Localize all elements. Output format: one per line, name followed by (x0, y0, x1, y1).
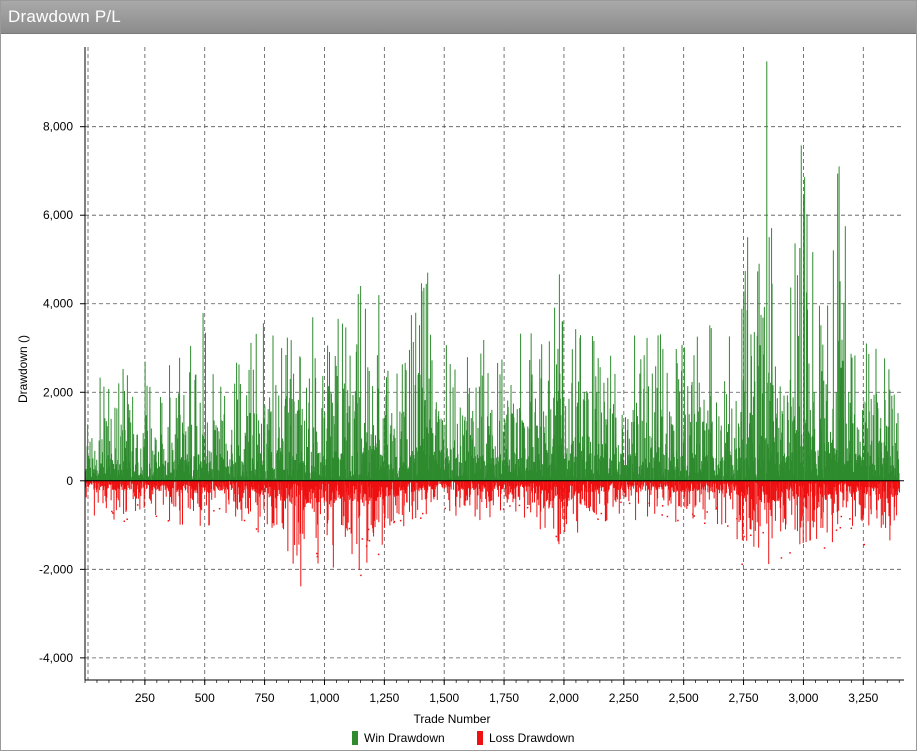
loss-drawdown-point (126, 518, 128, 521)
loss-drawdown-point (377, 553, 380, 556)
loss-drawdown-point (243, 519, 246, 522)
loss-drawdown-point (348, 527, 351, 530)
y-tick-label: -2,000 (39, 562, 73, 576)
legend-item-win[interactable]: Win Drawdown (352, 731, 445, 745)
loss-drawdown-point (789, 552, 791, 554)
loss-drawdown-point (727, 525, 729, 527)
loss-drawdown-point (840, 515, 843, 518)
y-axis-title: Drawdown () (16, 335, 30, 403)
legend-label-loss: Loss Drawdown (489, 731, 574, 745)
loss-drawdown-point (316, 555, 319, 558)
grid-lines (85, 47, 904, 680)
loss-drawdown-point (112, 512, 114, 514)
legend-swatch-win (352, 731, 358, 745)
loss-drawdown-point (750, 534, 752, 537)
loss-drawdown-point (762, 531, 764, 534)
loss-drawdown-point (213, 510, 215, 512)
x-tick-label: 2,500 (669, 691, 699, 705)
x-tick-label: 250 (135, 691, 155, 705)
loss-drawdown-point (741, 563, 743, 566)
y-tick-label: 6,000 (43, 208, 73, 222)
loss-drawdown-point (600, 512, 603, 515)
loss-drawdown-point (393, 521, 395, 524)
loss-drawdown-point (628, 502, 631, 505)
x-tick-label: 2,000 (549, 691, 579, 705)
loss-drawdown-point (255, 528, 258, 530)
loss-drawdown-point (716, 507, 718, 509)
loss-drawdown-point (839, 526, 842, 529)
loss-drawdown-point (661, 505, 664, 507)
loss-drawdown-point (526, 506, 529, 509)
loss-drawdown-point (155, 515, 158, 518)
y-tick-label: 2,000 (43, 385, 73, 399)
loss-drawdown-point (360, 574, 362, 577)
loss-drawdown-point (136, 504, 139, 506)
x-tick-label: 500 (195, 691, 215, 705)
loss-drawdown-point (367, 528, 370, 531)
x-axis-title: Trade Number (414, 712, 491, 726)
loss-drawdown-point (597, 518, 599, 520)
x-tick-label: 750 (255, 691, 275, 705)
loss-drawdown-point (123, 520, 126, 523)
loss-drawdown-point (444, 507, 446, 510)
loss-drawdown-point (823, 547, 826, 549)
loss-drawdown-point (368, 539, 371, 542)
y-tick-label: 0 (66, 474, 73, 488)
x-tick-label: 1,250 (369, 691, 399, 705)
loss-drawdown-point (167, 520, 170, 522)
loss-drawdown-point (421, 512, 424, 515)
x-tick-label: 2,250 (609, 691, 639, 705)
x-tick-label: 1,000 (309, 691, 339, 705)
loss-drawdown-point (420, 517, 422, 519)
x-tick-label: 3,250 (848, 691, 878, 705)
loss-drawdown-point (693, 515, 696, 517)
loss-drawdown-point (704, 522, 706, 525)
loss-drawdown-point (393, 520, 396, 523)
chart-bars (84, 61, 900, 587)
loss-drawdown-point (620, 501, 622, 504)
x-tick-label: 1,500 (429, 691, 459, 705)
tick-labels: 250 500 750 1,000 1,250 1,500 1,750 2,000 2,250 2… (39, 120, 879, 705)
loss-drawdown-point (316, 552, 318, 555)
loss-drawdown-point (863, 543, 866, 546)
loss-drawdown-point (835, 529, 838, 531)
legend: Win Drawdown Loss Drawdown (352, 731, 574, 745)
loss-drawdown-point (706, 511, 708, 513)
loss-drawdown-point (361, 538, 364, 540)
loss-drawdown-point (743, 535, 745, 538)
y-tick-label: -4,000 (39, 651, 73, 665)
loss-drawdown-point (780, 557, 783, 559)
loss-drawdown-point (218, 507, 221, 510)
loss-drawdown-point (849, 518, 851, 520)
chart-axes (80, 47, 904, 685)
y-tick-label: 4,000 (43, 297, 73, 311)
panel-title: Drawdown P/L (8, 7, 121, 26)
loss-drawdown-point (111, 510, 113, 513)
x-tick-label: 1,750 (489, 691, 519, 705)
loss-drawdown-point (666, 515, 669, 518)
loss-drawdown-point (555, 535, 558, 538)
y-tick-label: 8,000 (43, 120, 73, 134)
legend-swatch-loss (477, 731, 483, 745)
loss-drawdown-point (518, 504, 521, 507)
loss-drawdown-point (509, 505, 511, 507)
loss-drawdown-point (661, 514, 663, 516)
loss-drawdown-point (399, 519, 402, 522)
legend-label-win: Win Drawdown (364, 731, 445, 745)
panel-title-bar: Drawdown P/L (1, 1, 916, 34)
x-tick-label: 3,000 (788, 691, 818, 705)
loss-drawdown-point (850, 527, 853, 530)
legend-item-loss[interactable]: Loss Drawdown (477, 731, 574, 745)
loss-drawdown-point (502, 508, 505, 510)
x-tick-label: 2,750 (729, 691, 759, 705)
loss-drawdown-point (677, 519, 679, 522)
